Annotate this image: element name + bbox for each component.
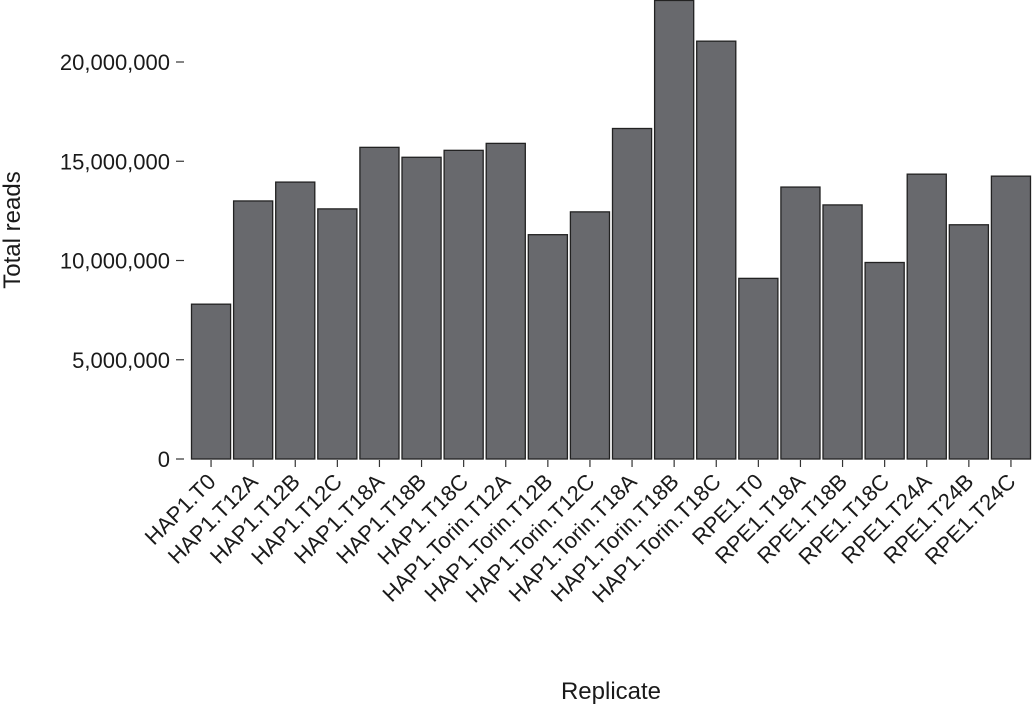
bar-rpe1-t24a (906, 173, 947, 460)
y-tick-label: 10,000,000 (60, 249, 170, 274)
x-axis: HAP1.T0HAP1.T12AHAP1.T12BHAP1.T12CHAP1.T… (140, 460, 1021, 608)
bar-hap1-torin-t18a (611, 127, 653, 460)
bars-group (190, 0, 1032, 460)
x-axis-title: Replicate (561, 678, 661, 705)
bar-hap1-torin-t12b (527, 234, 569, 460)
bar-hap1-torin-t12c (569, 211, 611, 460)
y-axis-title: Total reads (0, 171, 26, 288)
bar-rpe1-t18c (864, 261, 905, 460)
y-axis: 0 5,000,000 10,000,000 15,000,000 20,000,000 (60, 50, 184, 472)
bar-hap1-torin-t18b (653, 0, 695, 460)
bar-rpe1-t18b (822, 204, 863, 460)
bar-rpe1-t18a (780, 186, 821, 460)
y-tick-label: 5,000,000 (72, 348, 170, 373)
bar-hap1-t18c (443, 149, 484, 460)
bar-hap1-torin-t18c (696, 40, 737, 460)
y-tick-label: 15,000,000 (60, 149, 170, 174)
bar-hap1-t12a (232, 200, 274, 460)
y-tick-label: 20,000,000 (60, 50, 170, 75)
bar-hap1-torin-t12a (485, 142, 526, 460)
bar-hap1-t18a (359, 146, 400, 460)
y-tick-label: 0 (158, 447, 170, 472)
bar-hap1-t18b (401, 156, 442, 460)
bar-rpe1-t24c (990, 175, 1032, 460)
bar-hap1-t0 (190, 303, 232, 460)
bar-hap1-t12b (275, 181, 316, 460)
bar-rpe1-t24b (948, 224, 990, 460)
bar-hap1-t12c (317, 208, 358, 460)
bar-rpe1-t0 (738, 277, 779, 460)
